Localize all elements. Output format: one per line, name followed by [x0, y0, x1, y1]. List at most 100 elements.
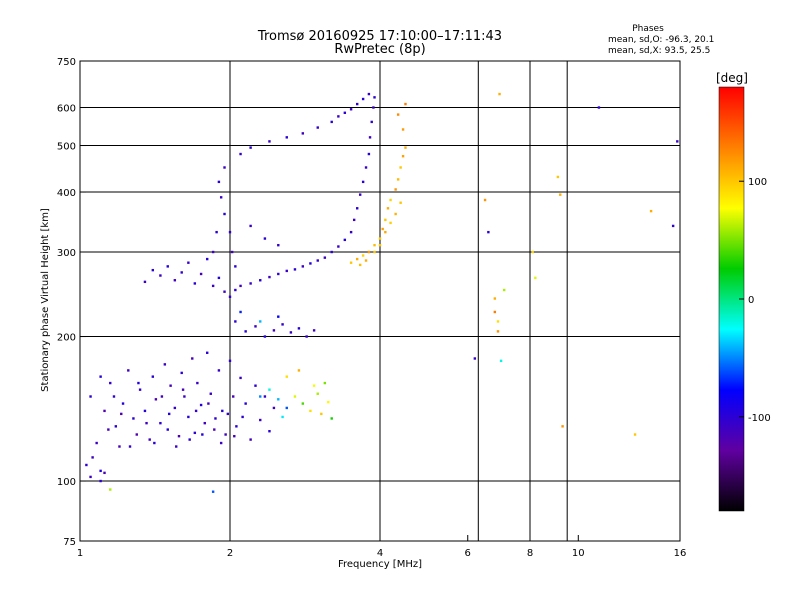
- data-point: [349, 230, 353, 234]
- data-point: [399, 201, 402, 204]
- data-point: [370, 120, 373, 124]
- data-point: [373, 250, 376, 254]
- data-point: [183, 395, 186, 398]
- data-point: [143, 409, 147, 413]
- data-point: [367, 250, 371, 254]
- data-point: [559, 193, 562, 196]
- data-point: [244, 330, 247, 333]
- data-point: [99, 469, 102, 473]
- data-point: [277, 272, 280, 276]
- data-point: [160, 395, 164, 398]
- data-point: [180, 271, 183, 274]
- data-point: [181, 388, 185, 391]
- data-point: [148, 438, 151, 441]
- data-point: [268, 430, 271, 433]
- data-point: [330, 417, 333, 420]
- data-point: [241, 415, 244, 419]
- data-point: [301, 402, 305, 405]
- data-point: [138, 388, 142, 391]
- data-point: [496, 320, 500, 323]
- data-point: [404, 146, 407, 149]
- data-point: [219, 196, 223, 199]
- data-point: [239, 376, 242, 380]
- data-point: [187, 261, 190, 264]
- data-point: [234, 265, 237, 268]
- data-point: [285, 375, 288, 378]
- data-point: [389, 198, 392, 202]
- data-point: [235, 425, 238, 428]
- data-point: [224, 433, 227, 436]
- data-point: [259, 418, 262, 422]
- data-point: [561, 425, 564, 428]
- data-point: [316, 259, 319, 262]
- data-point: [361, 97, 365, 101]
- data-point: [103, 409, 106, 413]
- data-point: [217, 180, 221, 184]
- data-point: [215, 230, 218, 234]
- x-tick-label: 6: [465, 548, 471, 559]
- data-point: [389, 221, 392, 225]
- data-point: [373, 96, 376, 99]
- data-point: [249, 224, 252, 228]
- data-point: [534, 276, 537, 280]
- data-point: [396, 178, 400, 181]
- data-point: [320, 412, 323, 416]
- data-point: [223, 166, 226, 169]
- data-point: [358, 263, 362, 267]
- data-point: [312, 329, 316, 332]
- data-point: [234, 320, 237, 323]
- data-point: [118, 445, 121, 448]
- data-point: [597, 106, 601, 109]
- data-point: [556, 175, 560, 179]
- data-point: [239, 284, 242, 288]
- data-point: [89, 475, 92, 479]
- data-point: [233, 434, 236, 438]
- data-point: [285, 406, 288, 410]
- data-point: [285, 269, 288, 273]
- data-point: [259, 320, 262, 323]
- data-point: [355, 207, 359, 210]
- data-point: [223, 212, 226, 216]
- x-axis-label: Frequency [MHz]: [338, 559, 422, 570]
- data-point: [401, 128, 405, 131]
- data-point: [384, 218, 387, 222]
- data-point: [268, 275, 271, 279]
- data-point: [219, 441, 223, 445]
- colorbar-tick-label: 0: [748, 295, 754, 306]
- data-point: [249, 282, 252, 285]
- data-point: [277, 398, 280, 401]
- data-point: [209, 392, 212, 395]
- data-point: [120, 412, 123, 416]
- data-point: [281, 415, 284, 419]
- data-point: [230, 250, 234, 254]
- data-point: [89, 395, 92, 398]
- data-point: [361, 254, 365, 257]
- data-point: [355, 257, 359, 261]
- data-point: [372, 106, 375, 109]
- data-point: [399, 166, 402, 169]
- data-point: [301, 132, 305, 135]
- data-point: [128, 445, 132, 448]
- data-point: [381, 227, 384, 231]
- data-point: [358, 193, 362, 196]
- data-point: [367, 92, 371, 96]
- data-point: [173, 279, 177, 282]
- data-point: [473, 357, 477, 360]
- y-tick-label: 100: [57, 477, 76, 488]
- data-point: [312, 384, 316, 387]
- data-point: [199, 403, 203, 407]
- data-point: [301, 265, 305, 268]
- data-point: [633, 433, 637, 436]
- data-point: [127, 369, 130, 372]
- data-point: [487, 230, 490, 234]
- data-point: [355, 102, 359, 106]
- data-point: [368, 136, 372, 139]
- data-point: [396, 113, 400, 116]
- data-point: [239, 152, 242, 156]
- data-point: [337, 245, 340, 248]
- data-point: [268, 388, 271, 391]
- data-point: [305, 335, 308, 338]
- data-point: [272, 329, 276, 332]
- data-point: [154, 398, 158, 401]
- data-point: [337, 115, 340, 118]
